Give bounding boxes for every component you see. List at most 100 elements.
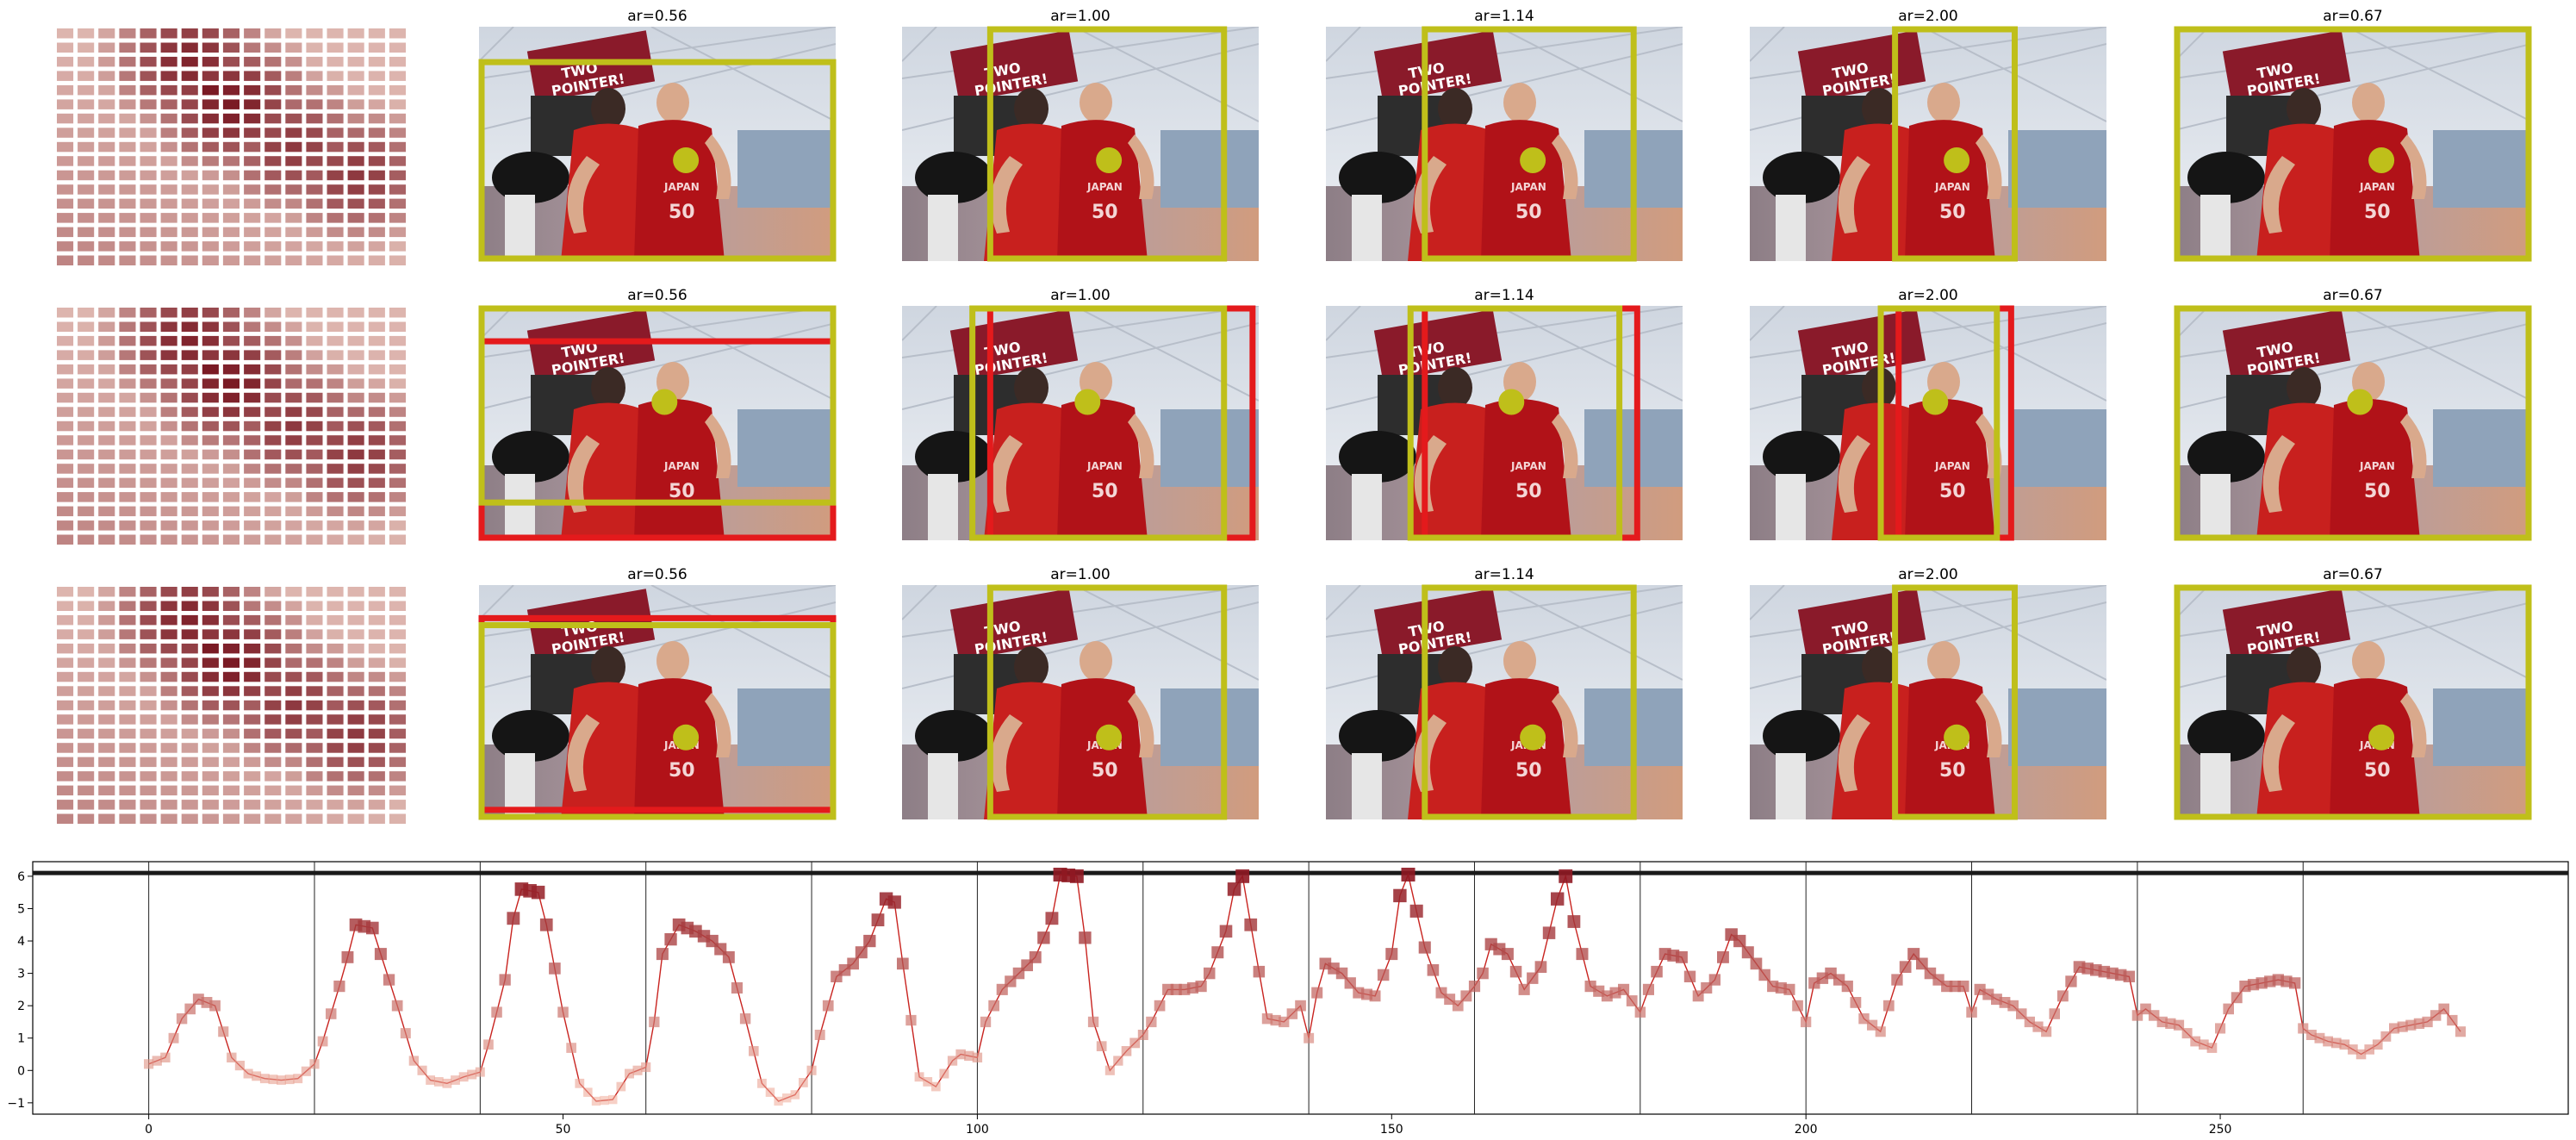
heatmap-cell xyxy=(57,506,74,517)
heatmap-cell xyxy=(327,28,344,39)
heatmap-cell xyxy=(222,198,240,209)
heatmap-cell xyxy=(140,435,157,445)
heatmap-cell xyxy=(119,308,136,318)
heatmap-cell xyxy=(98,99,115,109)
heatmap-cell xyxy=(140,128,157,138)
heatmap-cell xyxy=(347,255,364,265)
panel-title: ar=1.14 xyxy=(1474,8,1534,25)
heatmap-cell xyxy=(285,308,302,318)
heatmap-cell xyxy=(98,506,115,517)
heatmap-cell xyxy=(244,601,261,611)
heatmap-cell xyxy=(202,477,219,489)
heatmap-cell xyxy=(57,56,74,67)
data-point xyxy=(757,1078,767,1088)
heatmap-cell xyxy=(285,170,302,181)
data-point xyxy=(822,1000,834,1012)
heatmap-cell xyxy=(347,671,364,682)
crop-panel: ar=1.14 xyxy=(1326,8,1683,262)
heatmap-cell xyxy=(222,156,240,166)
heatmap-cell xyxy=(368,71,385,81)
data-point xyxy=(1087,1016,1099,1028)
heatmap-cell xyxy=(181,506,198,517)
crop-panel: ar=0.56 xyxy=(478,287,837,541)
data-point xyxy=(2065,975,2077,987)
heatmap-cell xyxy=(244,84,261,96)
heatmap-cell xyxy=(57,241,74,252)
data-point xyxy=(1444,994,1456,1006)
heatmap-cell xyxy=(306,800,323,810)
heatmap-cell xyxy=(119,813,136,824)
heatmap-cell xyxy=(78,657,95,668)
heatmap-cell xyxy=(264,392,282,403)
heatmap-cell xyxy=(119,99,136,109)
heatmap-cell xyxy=(306,308,323,318)
heatmap-cell xyxy=(98,686,115,696)
heatmap-cell xyxy=(222,364,240,375)
heatmap-cell xyxy=(306,813,323,824)
heatmap-cell xyxy=(285,184,302,195)
heatmap-cell xyxy=(389,771,406,782)
heatmap-cell xyxy=(202,71,219,81)
heatmap-cell xyxy=(160,128,177,138)
heatmap-cell xyxy=(306,492,323,502)
heatmap-cell xyxy=(368,700,385,711)
heatmap-cell xyxy=(222,141,240,153)
data-point xyxy=(1270,1014,1281,1026)
heatmap-cell xyxy=(347,601,364,611)
data-point xyxy=(1875,1026,1886,1037)
heatmap-cell xyxy=(181,492,198,502)
heatmap-cell xyxy=(347,785,364,796)
data-point xyxy=(1295,1000,1306,1012)
heatmap-cell xyxy=(98,757,115,768)
heatmap-cell xyxy=(78,813,95,824)
data-point xyxy=(1567,915,1581,928)
data-point xyxy=(2181,1028,2193,1039)
heatmap-cell xyxy=(98,335,115,346)
heatmap-cell xyxy=(285,714,302,725)
crop-panel: ar=1.14 xyxy=(1326,287,1683,541)
heatmap-cell xyxy=(140,506,157,517)
heatmap-cell xyxy=(140,227,157,238)
heatmap-cell xyxy=(57,700,74,711)
x-axis: 0 50 100 150 200 250 xyxy=(145,1114,2231,1137)
data-point xyxy=(475,1067,485,1077)
heatmap-cell xyxy=(160,420,177,432)
heatmap-cell xyxy=(327,614,344,626)
data-point xyxy=(1683,970,1696,982)
heatmap-cell xyxy=(57,255,74,265)
heatmap-cell xyxy=(306,128,323,138)
heatmap-cell xyxy=(222,757,240,768)
data-point xyxy=(947,1056,958,1066)
heatmap-cell xyxy=(98,464,115,474)
heatmap-cell xyxy=(181,714,198,725)
data-point xyxy=(2231,992,2243,1004)
heatmap-cell xyxy=(306,743,323,753)
heatmap-cell xyxy=(160,321,177,332)
heatmap-cell xyxy=(119,534,136,545)
heatmap-cell xyxy=(98,392,115,403)
basketball-photo xyxy=(902,27,1259,261)
heatmap-cell xyxy=(98,629,115,639)
heatmap-cell xyxy=(202,813,219,824)
heatmap-cell xyxy=(306,378,323,389)
heatmap-cell xyxy=(202,350,219,360)
data-point xyxy=(980,1016,992,1028)
data-point xyxy=(1401,868,1416,881)
data-point xyxy=(1534,961,1547,973)
data-point xyxy=(2199,1039,2209,1050)
saliency-line-chart: 0 50 100 150 200 250 −1 0 1 2 3 4 5 6 xyxy=(7,861,2569,1137)
heatmap-cell xyxy=(244,321,261,332)
heatmap-cell xyxy=(306,700,323,711)
data-point xyxy=(2455,1026,2466,1037)
x-tick-label: 50 xyxy=(556,1123,571,1137)
heatmap-cell xyxy=(160,364,177,375)
heatmap-cell xyxy=(119,113,136,124)
heatmap-cell xyxy=(285,686,302,696)
heatmap-cell xyxy=(244,156,261,166)
heatmap-cell xyxy=(98,227,115,238)
data-point xyxy=(333,981,345,993)
heatmap-cell xyxy=(119,71,136,81)
heatmap-cell xyxy=(222,84,240,96)
heatmap-cell xyxy=(57,84,74,96)
heatmap-cell xyxy=(119,492,136,502)
